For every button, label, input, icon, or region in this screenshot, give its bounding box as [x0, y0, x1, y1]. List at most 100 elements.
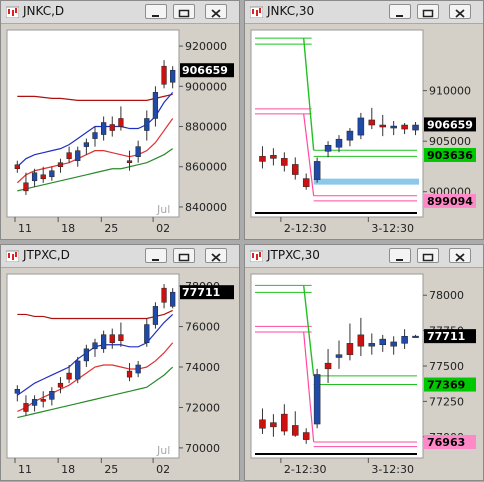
- candle-body: [152, 92, 159, 119]
- x-tick-label: 2-12:30: [284, 463, 327, 476]
- window-titlebar[interactable]: JNKC,30: [245, 1, 483, 24]
- window-titlebar[interactable]: JTPXC,D: [1, 245, 239, 268]
- maximize-icon: [422, 9, 434, 18]
- close-button[interactable]: [449, 4, 471, 19]
- candle-body: [49, 391, 55, 400]
- candle-body: [401, 336, 408, 344]
- candle-body: [259, 156, 266, 162]
- month-label: Jul: [156, 203, 170, 216]
- candle-body: [83, 142, 89, 147]
- candle-body: [270, 422, 277, 428]
- y-tick-label: 905000: [429, 135, 471, 148]
- candle-body: [118, 334, 124, 341]
- candle-body: [118, 118, 124, 127]
- candle-body: [368, 119, 376, 126]
- minimize-button[interactable]: [389, 4, 411, 19]
- price-label: 899094: [427, 195, 473, 208]
- candle-body: [57, 382, 64, 388]
- minimize-button[interactable]: [145, 4, 167, 19]
- candle-body: [346, 130, 354, 141]
- minimize-icon: [152, 15, 159, 17]
- candle-body: [161, 287, 167, 303]
- chart-window-jtpxc-30min[interactable]: JTPXC,30 78000777507750077250770002-12:3…: [244, 244, 484, 481]
- y-tick-label: 74000: [185, 361, 220, 374]
- candle-body: [14, 164, 20, 169]
- candle-body: [40, 399, 46, 402]
- close-icon: [455, 9, 465, 18]
- maximize-button[interactable]: [173, 248, 195, 263]
- candle-body: [412, 335, 419, 338]
- price-label-bg: [424, 329, 476, 344]
- candle-body: [390, 125, 397, 129]
- plot-area: [6, 273, 180, 459]
- maximize-icon: [178, 9, 190, 18]
- candle-body: [109, 334, 115, 343]
- price-label: 77711: [427, 330, 465, 343]
- x-tick-label: 18: [61, 463, 75, 476]
- candle-body: [324, 144, 332, 152]
- candle-body: [379, 124, 386, 128]
- plot-area: [250, 29, 424, 218]
- window-title: JNKC,D: [23, 4, 65, 18]
- x-tick-label: 02: [156, 463, 170, 476]
- maximize-button[interactable]: [417, 248, 439, 263]
- candle-body: [170, 69, 176, 83]
- close-button[interactable]: [205, 4, 227, 19]
- candle-body: [281, 413, 288, 432]
- maximize-button[interactable]: [417, 4, 439, 19]
- minimize-button[interactable]: [145, 248, 167, 263]
- candle-body: [144, 118, 150, 131]
- window-titlebar[interactable]: JNKC,D: [1, 1, 239, 24]
- x-tick-label: 25: [104, 463, 118, 476]
- y-tick-label: 900000: [185, 80, 227, 93]
- last-price-bg: [180, 63, 234, 78]
- y-tick-label: 920000: [185, 40, 227, 53]
- maximize-icon: [178, 253, 190, 262]
- x-tick-label: 11: [18, 463, 32, 476]
- minimize-button[interactable]: [389, 248, 411, 263]
- plot-area: [6, 29, 180, 218]
- chart-app-icon: [6, 6, 19, 18]
- maximize-button[interactable]: [173, 4, 195, 19]
- close-button[interactable]: [205, 248, 227, 263]
- window-titlebar[interactable]: JTPXC,30: [245, 245, 483, 268]
- month-label: Jul: [156, 444, 170, 457]
- level-drop-line: [302, 285, 315, 376]
- y-tick-label: 72000: [185, 401, 220, 414]
- candle-body: [357, 117, 365, 136]
- price-chart[interactable]: 78000777507750077250770002-12:303-12:307…: [245, 268, 484, 482]
- band-green-line: [17, 148, 174, 192]
- x-tick-label: 11: [18, 222, 32, 235]
- minimize-icon: [396, 15, 403, 17]
- candle-body: [66, 152, 72, 159]
- plot-area: [250, 273, 424, 459]
- chart-window-jnkc-daily[interactable]: JNKC,D 920000 900000 880000 860000 840000 11 1…: [0, 0, 240, 240]
- candle-body: [313, 374, 321, 425]
- moving-average-line: [17, 93, 173, 101]
- candle-body: [135, 364, 141, 374]
- price-chart[interactable]: 780007600074000720007000011182502Jul7771…: [1, 268, 241, 482]
- y-tick-label: 70000: [185, 442, 220, 455]
- price-chart[interactable]: 920000 900000 880000 860000 840000 11 18 25 02 Ju…: [1, 24, 241, 241]
- candle-body: [75, 360, 81, 380]
- y-tick-label: 77500: [429, 360, 464, 373]
- price-label-bg: [424, 193, 476, 208]
- candle-body: [412, 124, 419, 131]
- chart-app-icon: [6, 250, 19, 262]
- chart-app-icon: [250, 250, 263, 262]
- candle-body: [75, 150, 81, 161]
- window-title: JNKC,30: [267, 4, 315, 18]
- chart-app-icon: [250, 6, 263, 18]
- x-tick-label: 3-12:30: [371, 222, 414, 235]
- candle-body: [302, 432, 310, 440]
- window-title: JTPXC,30: [267, 248, 320, 262]
- candle-body: [101, 122, 107, 135]
- y-tick-label: 76000: [185, 321, 220, 334]
- candle-body: [49, 170, 55, 178]
- chart-window-jtpxc-daily[interactable]: JTPXC,D 78000760007400072000700001118250…: [0, 244, 240, 481]
- y-tick-label: 840000: [185, 201, 227, 214]
- close-button[interactable]: [449, 248, 471, 263]
- candle-body: [401, 124, 408, 130]
- chart-window-jnkc-30min[interactable]: JNKC,30 910000 905000 900000 2-12:30 3-12:30…: [244, 0, 484, 240]
